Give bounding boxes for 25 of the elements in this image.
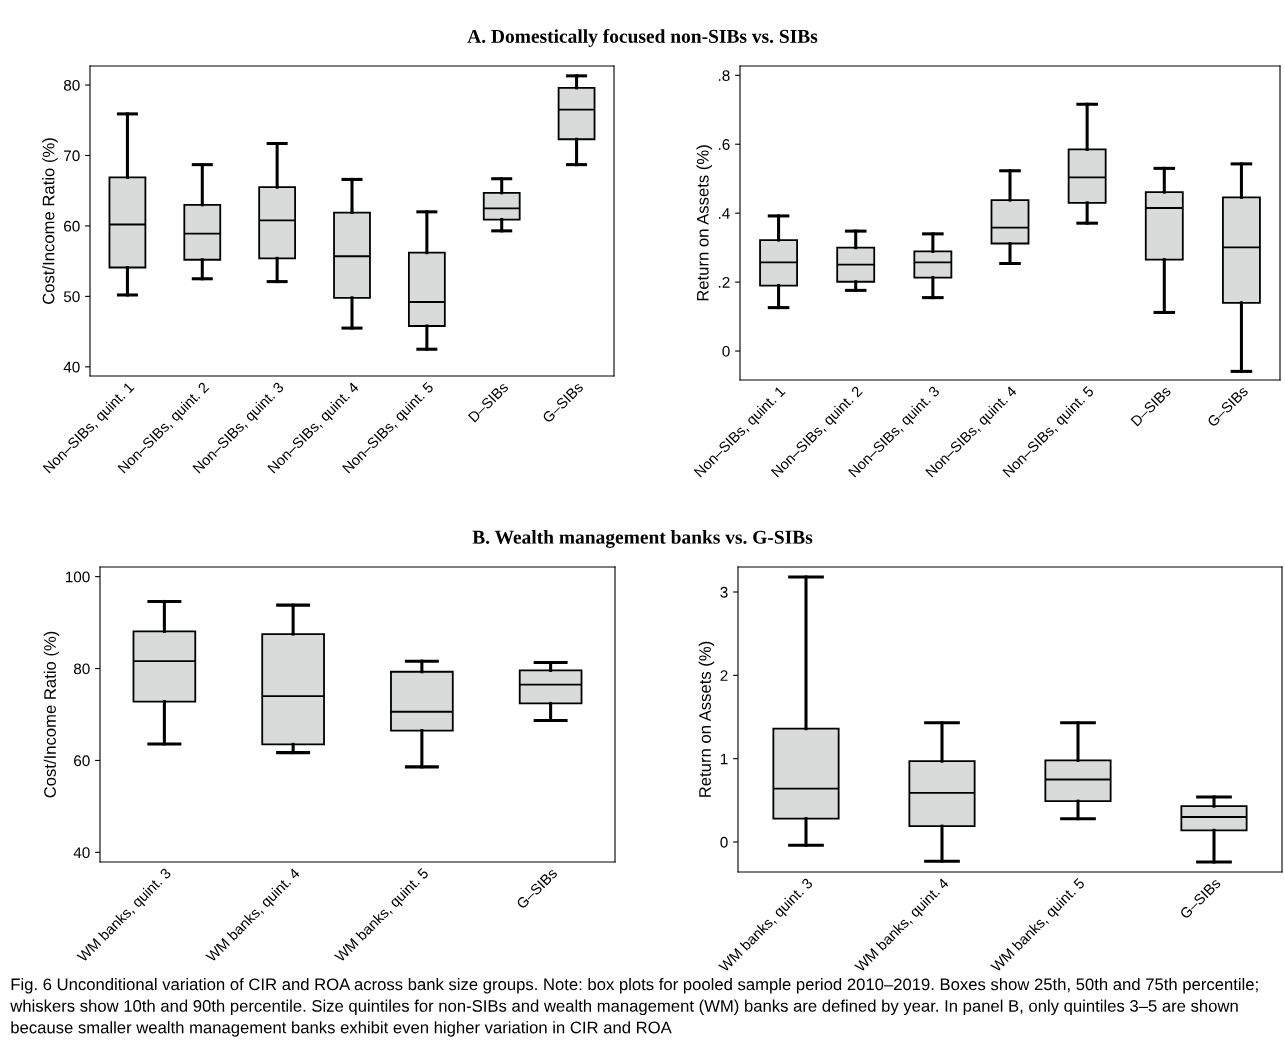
y-tick-label: 3 xyxy=(720,586,728,598)
caption: Fig. 6 Unconditional variation of CIR and ROA across bank size groups. Note: box plots for pooled sample period 2010–2019. Boxes show 25th, 50th and 75th percentile; whiskers show 10th and 90th percentile. Size quintiles for non-SIBs and wealth management (WM) banks are defined by year. In panel B, only quintiles 3–5 are shown because smaller wealth management banks exhibit even higher variation in CIR and ROA xyxy=(10,978,1258,1037)
y-tick-label: 60 xyxy=(64,220,80,232)
y-tick-label: 1 xyxy=(720,753,728,765)
y-tick-label: 80 xyxy=(73,663,90,675)
y-tick-label: .6 xyxy=(718,139,730,150)
y-axis-title: Return on Assets (%) xyxy=(698,641,715,797)
y-tick-label: .2 xyxy=(718,276,730,288)
y-axis-title: Return on Assets (%) xyxy=(696,145,712,301)
chart-title: A. Domestically focused non-SIBs vs. SIBs xyxy=(467,29,818,47)
y-tick-label: 0 xyxy=(722,345,730,357)
y-tick-label: 0 xyxy=(720,836,728,848)
y-tick-label: 50 xyxy=(63,291,80,303)
chart-title: B. Wealth management banks vs. G-SIBs xyxy=(472,530,813,548)
y-tick-label: 60 xyxy=(74,755,90,767)
y-tick-label: 100 xyxy=(65,571,90,583)
y-tick-label: 40 xyxy=(73,847,90,859)
y-tick-label: 70 xyxy=(64,150,80,162)
y-axis-title: Cost/Income Ratio (%) xyxy=(43,631,60,798)
y-tick-label: 2 xyxy=(720,670,728,681)
y-tick-label: 80 xyxy=(63,79,80,91)
y-tick-label: 40 xyxy=(63,361,80,373)
y-tick-label: .8 xyxy=(718,70,730,81)
y-axis-title: Cost/Income Ratio (%) xyxy=(42,138,58,304)
y-tick-label: .4 xyxy=(718,208,730,219)
